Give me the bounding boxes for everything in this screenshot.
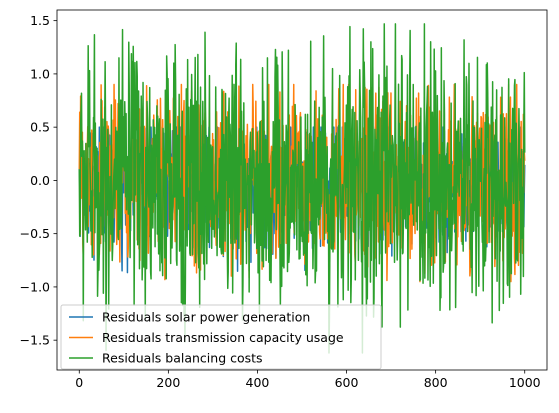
legend-label: Residuals solar power generation	[102, 310, 310, 325]
y-tick-label: −1.0	[20, 279, 50, 294]
legend: Residuals solar power generation Residual…	[60, 304, 382, 370]
series-line-3	[78, 23, 526, 354]
x-tick-label: 1000	[509, 375, 541, 390]
y-tick-label: 0.0	[30, 173, 50, 188]
x-tick-label: 0	[75, 375, 83, 390]
x-tick-label: 200	[156, 375, 180, 390]
x-tick-label: 600	[335, 375, 359, 390]
plot-area	[56, 9, 548, 371]
y-tick-label: −0.5	[20, 226, 50, 241]
x-tick-label: 800	[424, 375, 448, 390]
y-tick-label: 1.0	[30, 66, 50, 81]
legend-label: Residuals balancing costs	[102, 351, 263, 366]
axes-frame	[56, 9, 548, 371]
y-tick-label: −1.5	[20, 333, 50, 348]
y-tick-label: 1.5	[30, 13, 50, 28]
x-axis: 0 200 400 600 800 1000	[75, 370, 541, 390]
legend-box	[60, 304, 382, 370]
legend-label: Residuals transmission capacity usage	[102, 330, 344, 345]
y-axis: −1.5 −1.0 −0.5 0.0 0.5 1.0 1.5	[20, 13, 57, 348]
y-tick-label: 0.5	[30, 120, 50, 135]
x-tick-label: 400	[246, 375, 270, 390]
